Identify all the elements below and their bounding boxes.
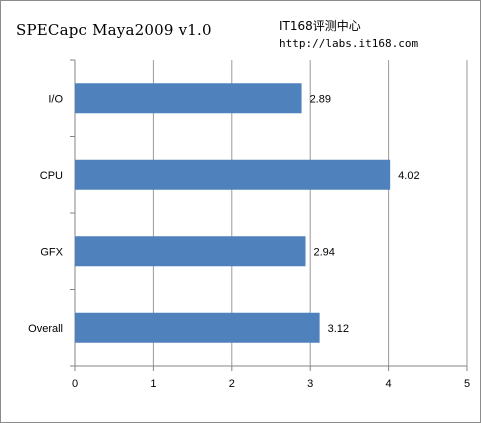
x-tick-label: 0 <box>72 378 78 390</box>
category-label: CPU <box>40 170 63 182</box>
bar <box>75 236 306 267</box>
data-label: 2.89 <box>310 93 331 105</box>
watermark-url: http://labs.it168.com <box>279 37 419 50</box>
category-label: Overall <box>28 323 63 335</box>
x-tick-label: 2 <box>229 378 235 390</box>
category-label: I/O <box>48 93 63 105</box>
bar <box>75 83 302 114</box>
category-label: GFX <box>40 246 63 258</box>
watermark-name: IT168评测中心 <box>279 19 361 33</box>
x-tick-label: 5 <box>464 378 470 390</box>
bar <box>75 159 391 190</box>
bar <box>75 312 320 343</box>
chart-title: SPECapc Maya2009 v1.0 <box>16 21 212 39</box>
data-label: 3.12 <box>328 323 349 335</box>
data-label: 4.02 <box>398 170 419 182</box>
x-tick-label: 3 <box>307 378 313 390</box>
x-tick-label: 4 <box>386 378 392 390</box>
x-tick-label: 1 <box>150 378 156 390</box>
data-label: 2.94 <box>313 246 334 258</box>
